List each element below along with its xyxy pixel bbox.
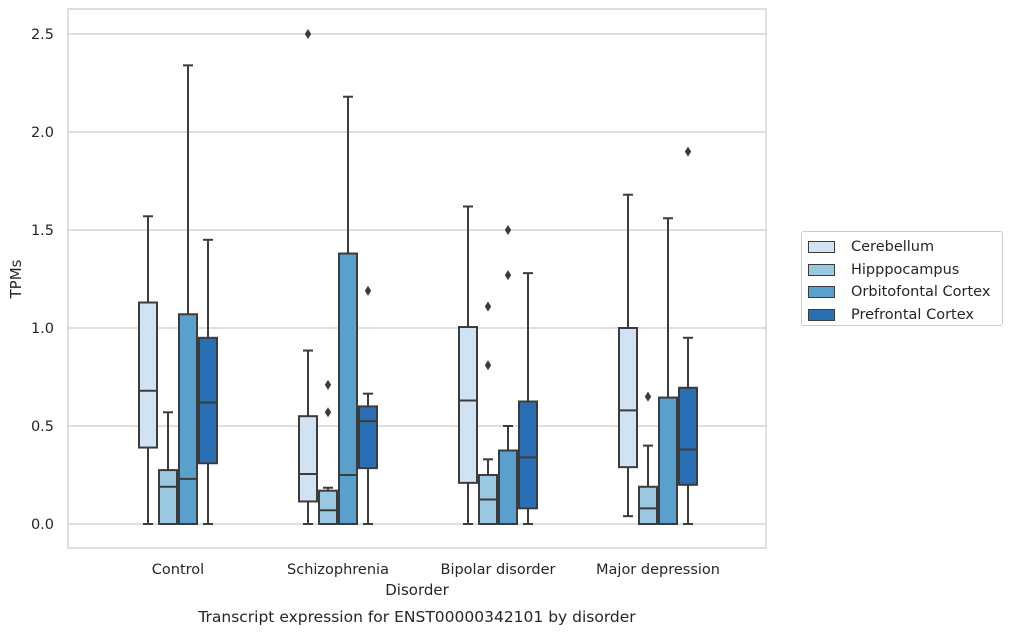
legend-item: Prefrontal Cortex xyxy=(808,304,1002,327)
iqr-box xyxy=(298,415,318,503)
iqr-box xyxy=(138,301,158,449)
box-cerebellum xyxy=(618,193,638,518)
iqr-box xyxy=(318,489,338,525)
x-axis-label: Disorder xyxy=(385,581,449,599)
legend-swatch xyxy=(808,308,835,321)
iqr-box xyxy=(198,336,218,465)
y-tick-label: 1.5 xyxy=(31,223,54,239)
y-tick-label: 1.0 xyxy=(31,321,54,337)
box-cerebellum xyxy=(138,215,158,525)
legend-swatch xyxy=(808,286,835,299)
legend-item: Orbitofontal Cortex xyxy=(808,281,1002,304)
legend-label: Orbitofontal Cortex xyxy=(851,284,991,301)
box-prefrontal-cortex xyxy=(358,285,378,525)
box-orbitofontal-cortex xyxy=(658,217,678,525)
legend-label: Hipppocampus xyxy=(851,261,960,278)
box-prefrontal-cortex xyxy=(678,146,698,525)
box-orbitofontal-cortex xyxy=(178,64,198,525)
iqr-box xyxy=(518,400,538,510)
box-cerebellum xyxy=(458,205,478,525)
y-axis-label: TPMs xyxy=(7,259,25,299)
outlier-point xyxy=(364,285,372,296)
tick-labels: 0.0 0.5 1.0 1.5 2.0 2.5 Control Schizophrenia Bi… xyxy=(31,27,720,578)
box-hipppocampus xyxy=(638,391,658,526)
box-hipppocampus xyxy=(318,379,338,525)
legend: Cerebellum Hipppocampus Orbitofontal Corte… xyxy=(801,231,1003,326)
box-orbitofontal-cortex xyxy=(498,225,518,525)
box-prefrontal-cortex xyxy=(198,238,218,525)
box-orbitofontal-cortex xyxy=(338,95,358,526)
outlier-point xyxy=(484,301,492,312)
legend-item: Cerebellum xyxy=(808,236,1002,259)
outlier-point xyxy=(504,225,512,235)
iqr-box xyxy=(458,326,478,484)
x-tick-label: Bipolar disorder xyxy=(441,562,556,578)
y-tick-label: 2.5 xyxy=(31,27,54,43)
iqr-box xyxy=(678,386,698,486)
iqr-box xyxy=(158,469,178,526)
box-cerebellum xyxy=(298,29,318,525)
y-tick-label: 2.0 xyxy=(31,125,54,141)
box-hipppocampus xyxy=(478,301,498,525)
iqr-box xyxy=(618,327,638,469)
y-tick-label: 0.0 xyxy=(31,517,54,533)
legend-label: Cerebellum xyxy=(851,239,935,256)
y-tick-label: 0.5 xyxy=(31,419,54,435)
x-tick-label: Schizophrenia xyxy=(287,562,389,578)
outlier-point xyxy=(644,391,652,402)
outlier-point xyxy=(684,146,692,157)
outlier-point xyxy=(504,270,512,281)
legend-item: Hipppocampus xyxy=(808,259,1002,282)
box-hipppocampus xyxy=(158,411,178,526)
x-tick-label: Control xyxy=(152,562,204,578)
iqr-box xyxy=(658,396,678,525)
outlier-point xyxy=(304,29,312,39)
outlier-point xyxy=(324,379,332,390)
legend-label: Prefrontal Cortex xyxy=(851,306,974,323)
iqr-box xyxy=(498,449,518,525)
x-tick-label: Major depression xyxy=(596,562,720,578)
chart-title: Transcript expression for ENST0000034210… xyxy=(197,608,636,626)
outlier-point xyxy=(324,407,332,418)
outlier-point xyxy=(484,360,492,371)
legend-swatch xyxy=(808,263,835,276)
iqr-box xyxy=(638,485,658,526)
iqr-box xyxy=(338,252,358,526)
iqr-box xyxy=(358,405,378,470)
box-layer xyxy=(138,29,698,526)
iqr-box xyxy=(178,313,198,525)
plot-frame xyxy=(67,8,767,549)
box-prefrontal-cortex xyxy=(518,272,538,525)
legend-swatch xyxy=(808,241,835,254)
